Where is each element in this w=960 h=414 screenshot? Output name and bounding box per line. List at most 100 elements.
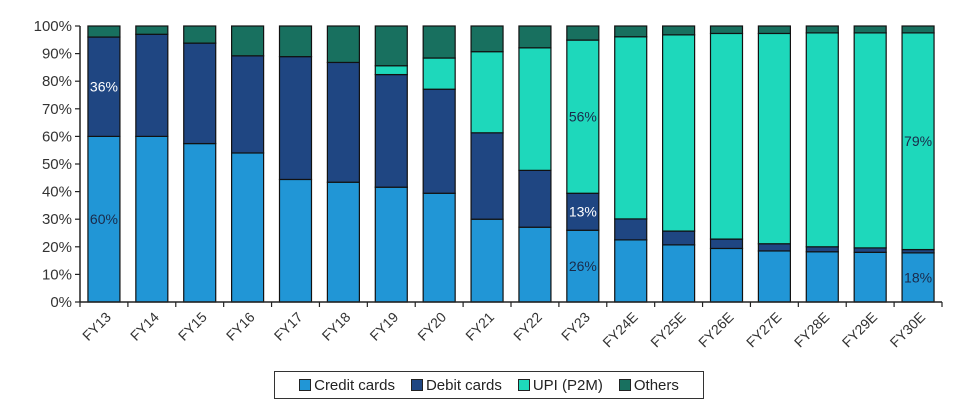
data-label-credit-cards-fy13: 60% <box>90 211 118 227</box>
bar-segment-debit-cards-fy25e <box>662 230 696 246</box>
x-tick-label-fy27e: FY27E <box>743 309 785 351</box>
bar-segment-upi-p2m-fy26e <box>709 32 744 240</box>
x-tick-label-fy23: FY23 <box>558 309 593 344</box>
legend-item-upi: UPI (P2M) <box>517 376 603 394</box>
legend: Credit cards Debit cards UPI (P2M) Other… <box>274 371 704 399</box>
bar-segment-debit-cards-fy21 <box>470 132 504 220</box>
y-tick-label: 80% <box>42 73 72 90</box>
x-tick-label-fy28e: FY28E <box>791 309 833 351</box>
data-label-upi-p2m-fy30e: 79% <box>904 133 932 149</box>
legend-label: Debit cards <box>425 376 502 394</box>
data-label-debit-cards-fy23: 13% <box>569 204 597 220</box>
bar-segment-others-fy15 <box>183 25 217 44</box>
bar-segment-debit-cards-fy16 <box>231 55 265 154</box>
bar-segment-credit-cards-fy22 <box>518 226 552 303</box>
bar-segment-others-fy16 <box>231 25 265 57</box>
bar-segment-others-fy22 <box>518 25 552 49</box>
bars-group <box>87 25 935 303</box>
bar-segment-others-fy30e <box>901 25 935 34</box>
legend-label: UPI (P2M) <box>532 376 603 394</box>
x-tick-label-fy24e: FY24E <box>599 309 641 351</box>
y-tick-label: 60% <box>42 128 72 145</box>
legend-swatch-others <box>618 379 631 391</box>
x-tick-label-fy15: FY15 <box>175 309 210 344</box>
bar-segment-credit-cards-fy15 <box>183 142 217 303</box>
y-tick-label: 0% <box>50 294 72 311</box>
bar-segment-debit-cards-fy15 <box>183 42 217 145</box>
bar-segment-upi-p2m-fy28e <box>805 32 839 248</box>
bar-segment-debit-cards-fy22 <box>518 169 552 228</box>
legend-swatch-credit-cards <box>299 379 312 391</box>
bar-segment-credit-cards-fy27e <box>757 250 791 303</box>
data-labels-group: 36% 60% 56% 13% 26% 79% 18% <box>90 79 932 286</box>
data-label-credit-cards-fy23: 26% <box>569 258 597 274</box>
x-tick-label-fy19: FY19 <box>366 309 401 344</box>
bar-segment-upi-p2m-fy25e <box>662 34 696 232</box>
bar-segment-credit-cards-fy25e <box>662 244 696 303</box>
legend-item-debit-cards: Debit cards <box>410 376 502 394</box>
y-tick-label: 30% <box>42 211 72 228</box>
bar-segment-others-fy27e <box>757 25 791 35</box>
bar-segment-credit-cards-fy20 <box>422 192 456 303</box>
x-tick-label-fy18: FY18 <box>319 309 354 344</box>
bar-segment-credit-cards-fy16 <box>231 152 265 303</box>
bar-segment-others-fy19 <box>374 25 408 67</box>
x-tick-label-fy21: FY21 <box>462 309 497 344</box>
bar-segment-others-fy20 <box>422 25 456 59</box>
y-tick-label: 100% <box>34 18 72 35</box>
x-tick-label-fy29e: FY29E <box>839 309 881 351</box>
bar-segment-credit-cards-fy30e <box>901 252 935 303</box>
bar-segment-credit-cards-fy18 <box>326 181 360 303</box>
bar-segment-others-fy18 <box>326 25 360 64</box>
bar-segment-debit-cards-fy29e <box>853 247 887 253</box>
data-label-upi-p2m-fy23: 56% <box>569 109 597 125</box>
bar-segment-credit-cards-fy29e <box>853 251 887 303</box>
x-tick-label-fy25e: FY25E <box>647 309 689 351</box>
bar-segment-debit-cards-fy26e <box>709 238 744 250</box>
bar-segment-others-fy25e <box>662 25 696 36</box>
y-tick-label: 40% <box>42 184 72 201</box>
x-tick-label-fy22: FY22 <box>510 309 545 344</box>
bar-segment-credit-cards-fy24e <box>614 239 648 303</box>
bar-segment-debit-cards-fy24e <box>614 218 648 241</box>
bar-segment-upi-p2m-fy23 <box>566 39 600 194</box>
bar-segment-upi-p2m-fy20 <box>422 57 456 90</box>
legend-swatch-upi <box>517 379 530 391</box>
bar-segment-credit-cards-fy28e <box>805 251 839 303</box>
bar-segment-upi-p2m-fy22 <box>518 47 552 171</box>
bar-segment-debit-cards-fy17 <box>278 56 313 181</box>
x-tick-label-fy26e: FY26E <box>695 309 737 351</box>
y-tick-label: 50% <box>42 156 72 173</box>
bar-segment-others-fy14 <box>135 25 169 35</box>
x-tick-label-fy13: FY13 <box>79 309 114 344</box>
bar-segment-credit-cards-fy14 <box>135 135 169 303</box>
data-label-credit-cards-fy30e: 18% <box>904 269 932 285</box>
bar-segment-debit-cards-fy13 <box>87 36 121 138</box>
y-tick-label: 70% <box>42 101 72 118</box>
legend-swatch-debit-cards <box>410 379 423 391</box>
y-tick-label: 20% <box>42 239 72 256</box>
bar-segment-debit-cards-fy19 <box>374 73 408 188</box>
x-tick-label-fy16: FY16 <box>223 309 258 344</box>
bar-segment-others-fy13 <box>87 25 121 38</box>
bar-segment-others-fy23 <box>566 25 600 41</box>
bar-segment-others-fy21 <box>470 25 504 53</box>
x-tick-label-fy17: FY17 <box>271 309 306 344</box>
legend-item-others: Others <box>618 376 679 394</box>
bar-segment-others-fy26e <box>709 25 744 35</box>
legend-label: Credit cards <box>314 376 395 394</box>
bar-segment-credit-cards-fy19 <box>374 186 408 303</box>
bar-segment-credit-cards-fy17 <box>278 178 313 303</box>
x-tick-label-fy20: FY20 <box>414 309 449 344</box>
y-tick-label: 10% <box>42 266 72 283</box>
bar-segment-debit-cards-fy14 <box>135 33 169 138</box>
bar-segment-credit-cards-fy21 <box>470 218 504 303</box>
bar-segment-credit-cards-fy13 <box>87 135 121 303</box>
bar-segment-credit-cards-fy26e <box>709 247 744 303</box>
bar-segment-upi-p2m-fy24e <box>614 36 648 220</box>
bar-segment-others-fy17 <box>278 25 313 58</box>
legend-item-credit-cards: Credit cards <box>299 377 395 394</box>
legend-label: Others <box>633 376 679 394</box>
x-tick-label-fy30e: FY30E <box>887 309 929 351</box>
bar-segment-others-fy24e <box>614 25 648 38</box>
